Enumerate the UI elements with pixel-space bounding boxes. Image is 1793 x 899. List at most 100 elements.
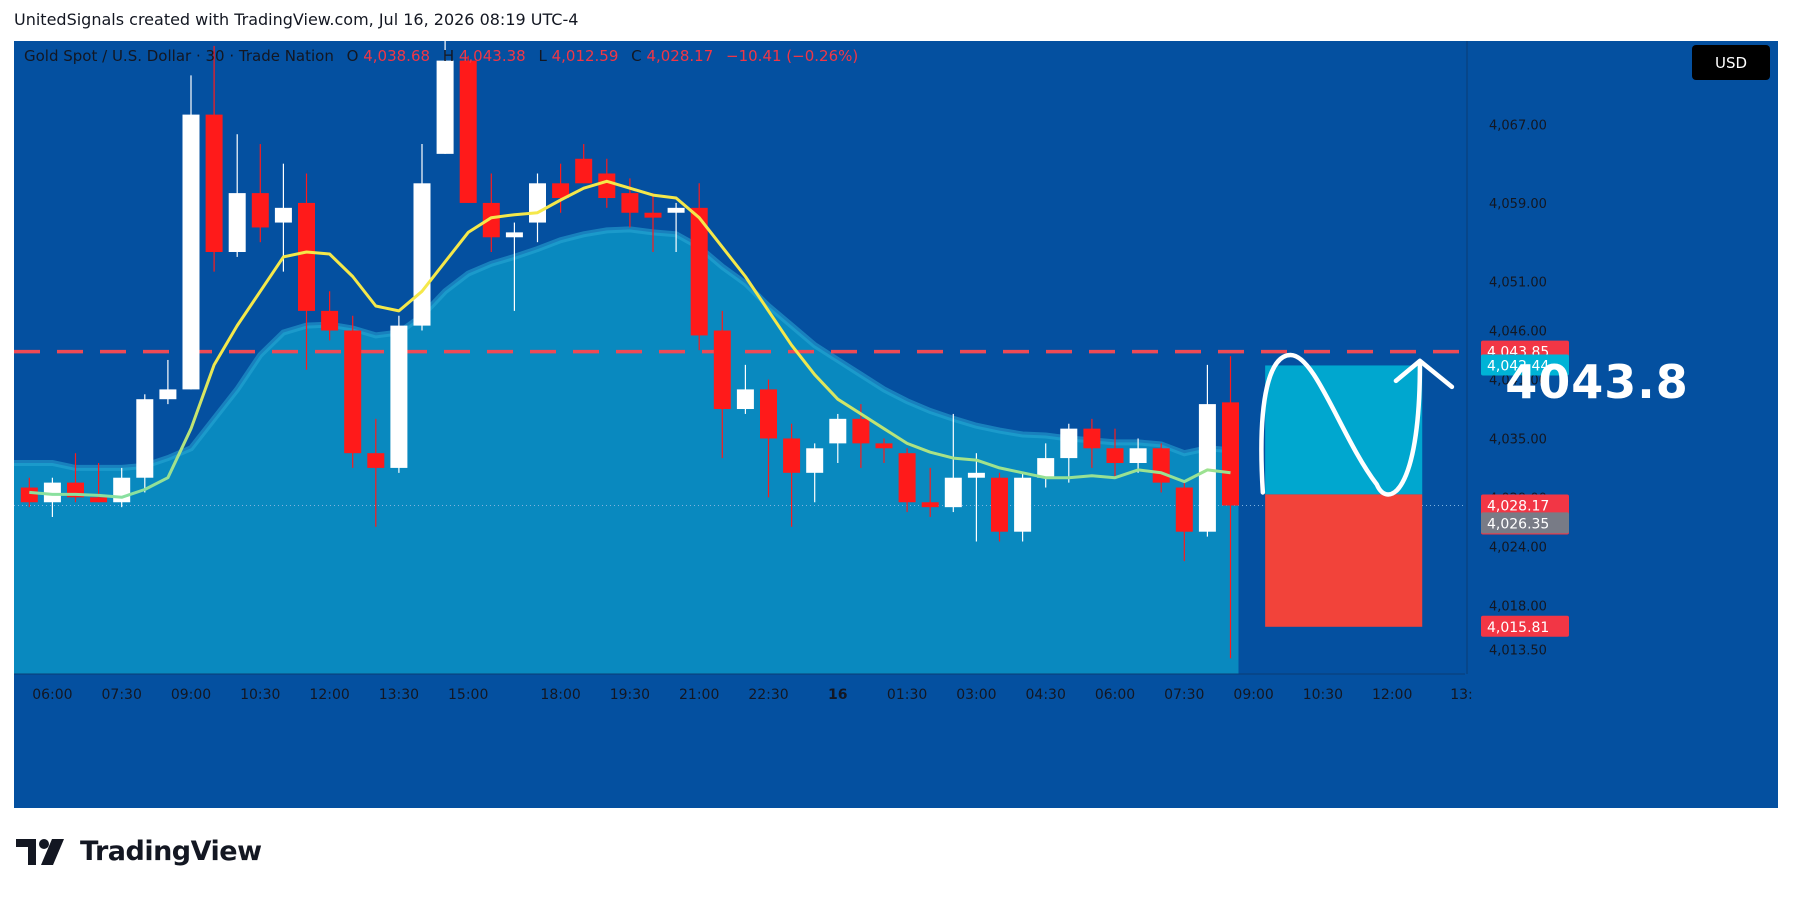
x-tick-label: 04:30 — [1026, 687, 1066, 703]
legend-open-value: 4,038.68 — [363, 47, 430, 65]
x-tick-label: 21:00 — [679, 687, 719, 703]
moving-average-line — [29, 179, 1231, 499]
candle-body — [783, 438, 801, 473]
candle-body — [529, 183, 546, 223]
candle-body — [390, 325, 408, 468]
candle-body — [1083, 428, 1101, 449]
candle-body — [806, 448, 824, 473]
legend-row: Gold Spot / U.S. Dollar · 30 · Trade Nat… — [24, 47, 858, 65]
x-axis-area — [14, 674, 1465, 808]
legend-change: −10.41 (−0.26%) — [726, 47, 858, 65]
price-labels-layer: 4,043.854,042.444,028.1710:094,026.354,0… — [1481, 340, 1569, 637]
y-tick-label: 4,041.00 — [1489, 374, 1547, 389]
area-band-edge — [14, 226, 1231, 471]
chart-header: UnitedSignals created with TradingView.c… — [14, 10, 579, 29]
candle-body — [921, 502, 939, 508]
legend-high-value: 4,043.38 — [459, 47, 526, 65]
candle-body — [621, 193, 639, 213]
x-tick-label: 10:30 — [1303, 687, 1343, 703]
x-tick-label: 03:00 — [956, 687, 996, 703]
candle-body — [1222, 402, 1239, 506]
y-tick-label: 4,051.00 — [1489, 275, 1547, 290]
currency-label: USD — [1715, 54, 1747, 72]
x-tick-label: 22:30 — [748, 687, 788, 703]
candle-body — [967, 472, 985, 478]
chart-svg[interactable]: 4,067.00 4,059.00 4,051.00 4,046.00 4,041.00… — [14, 41, 1778, 808]
legend-close-value: 4,028.17 — [646, 47, 713, 65]
candle-body — [1037, 458, 1055, 478]
x-tick-label: 12:00 — [1372, 687, 1412, 703]
candle-body — [90, 497, 108, 503]
price-label-text: 4,042.44 — [1487, 358, 1549, 374]
x-tick-label: 01:30 — [887, 687, 927, 703]
candle-body — [690, 207, 708, 336]
candle-body — [667, 207, 685, 213]
x-tick-label: 10:30 — [240, 687, 280, 703]
ma-layer — [29, 179, 1231, 499]
candle-body — [713, 330, 731, 410]
position-layer[interactable] — [1265, 365, 1423, 627]
legend-low-label: L — [538, 47, 547, 65]
x-tick-label: 16 — [828, 687, 847, 703]
area-band-layer — [14, 226, 1239, 674]
chart-frame[interactable]: 4,067.00 4,059.00 4,051.00 4,046.00 4,041.00… — [14, 41, 1778, 808]
legend-close-label: C — [631, 47, 641, 65]
legend-low-value: 4,012.59 — [552, 47, 619, 65]
x-tick-label: 19:30 — [610, 687, 650, 703]
tradingview-logo-icon — [16, 838, 64, 865]
y-tick-label: 4,024.00 — [1489, 540, 1547, 555]
legend-symbol: Gold Spot / U.S. Dollar · 30 · Trade Nat… — [24, 47, 334, 65]
candle-body — [644, 212, 662, 218]
candle-body — [367, 453, 385, 468]
candle-body — [321, 310, 339, 331]
currency-button[interactable]: USD — [1692, 45, 1770, 80]
y-tick-label: 4,035.00 — [1489, 432, 1547, 447]
y-tick-label: 4,067.00 — [1489, 118, 1547, 133]
x-tick-label: 09:00 — [171, 687, 211, 703]
footer-brand: TradingView — [80, 836, 262, 867]
projected-path-curve — [1259, 352, 1423, 497]
candle-body — [413, 183, 431, 326]
candle-body — [760, 389, 777, 439]
candle-body — [598, 173, 616, 199]
candle-body — [436, 60, 454, 154]
candle-body — [898, 453, 916, 503]
candle-body — [1175, 487, 1193, 532]
price-label-text: 4,026.35 — [1487, 516, 1549, 532]
target-annotation-text[interactable]: 4043.8 — [1505, 355, 1689, 409]
candle-body — [1152, 448, 1170, 483]
y-tick-label: 4,046.00 — [1489, 325, 1547, 340]
projection-layer — [1259, 352, 1455, 497]
candle-body — [228, 193, 246, 252]
candle-body — [944, 477, 962, 508]
price-label-badge — [1481, 512, 1569, 534]
x-tick-label: 09:00 — [1233, 687, 1273, 703]
candle-body — [459, 60, 477, 203]
axes-layer: 4,067.00 4,059.00 4,051.00 4,046.00 4,041.00… — [14, 41, 1547, 808]
candle-body — [1106, 448, 1124, 463]
candle-body — [1014, 477, 1032, 532]
x-tick-label: 13:30 — [379, 687, 419, 703]
y-tick-label: 4,059.00 — [1489, 197, 1547, 212]
candle-body — [575, 158, 593, 184]
candle-body — [205, 114, 223, 253]
price-label-text: 4,015.81 — [1487, 620, 1549, 636]
x-tick-label: 15:00 — [448, 687, 488, 703]
legend-open-label: O — [347, 47, 359, 65]
legend-high-label: H — [443, 47, 454, 65]
stop-zone-box — [1265, 494, 1423, 627]
candle-body — [274, 207, 292, 223]
x-tick-label: 06:00 — [32, 687, 72, 703]
candle-body — [344, 330, 362, 454]
footer: TradingView — [16, 836, 262, 867]
candle-body — [829, 418, 847, 444]
candle-body — [251, 193, 269, 228]
projection-arrowhead — [1393, 358, 1455, 390]
candles-layer — [20, 41, 1239, 659]
x-tick-label: 07:30 — [1164, 687, 1204, 703]
candle-body — [852, 418, 870, 444]
price-label-text: 4,028.17 — [1487, 498, 1549, 514]
candle-body — [1129, 448, 1147, 463]
candle-body — [991, 477, 1008, 532]
candle-body — [159, 389, 177, 400]
